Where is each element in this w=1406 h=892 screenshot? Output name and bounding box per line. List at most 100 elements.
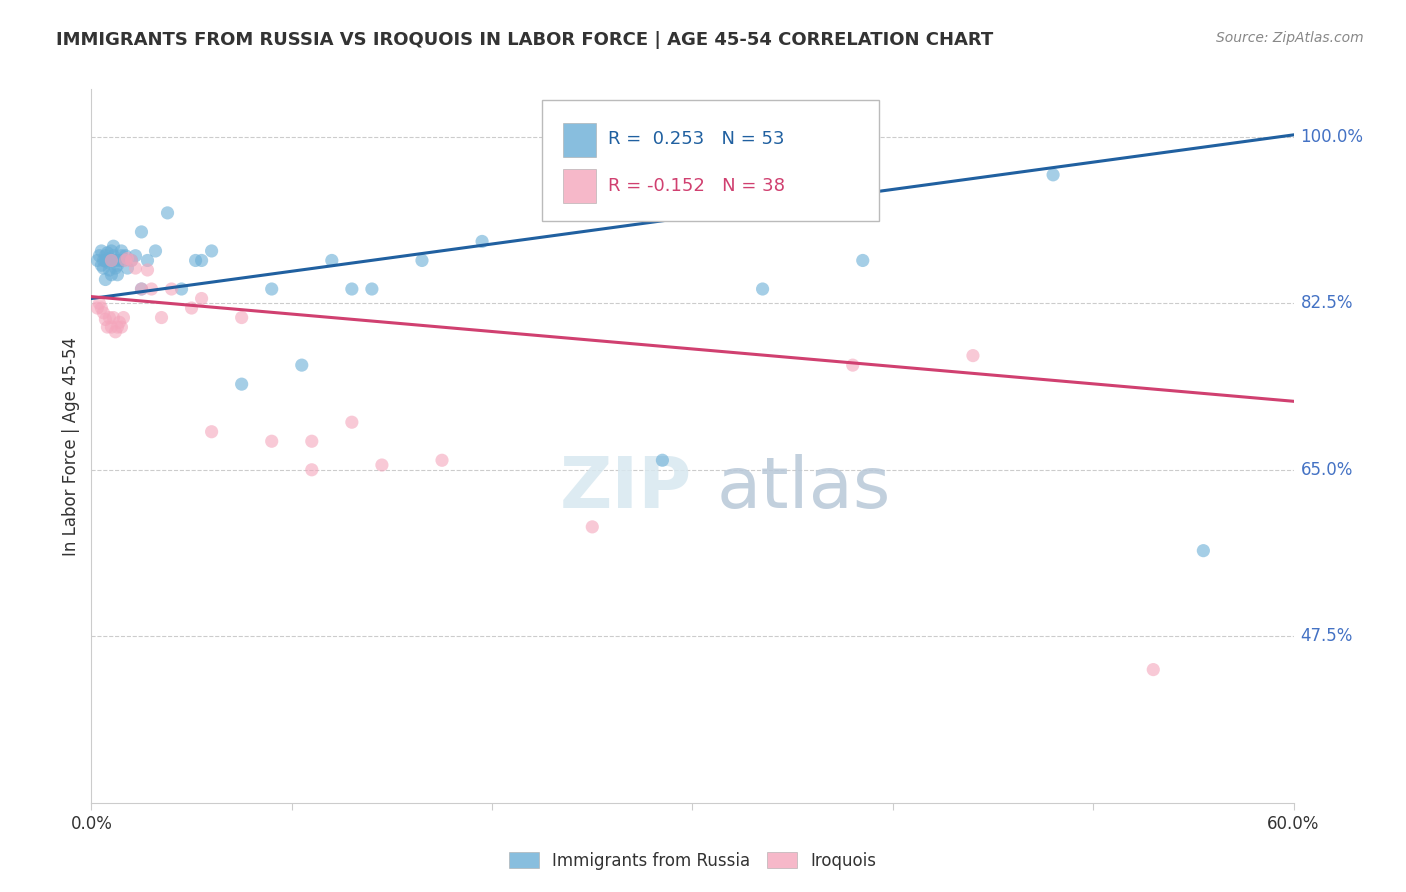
Text: IMMIGRANTS FROM RUSSIA VS IROQUOIS IN LABOR FORCE | AGE 45-54 CORRELATION CHART: IMMIGRANTS FROM RUSSIA VS IROQUOIS IN LA… bbox=[56, 31, 994, 49]
Point bbox=[121, 253, 143, 268]
Point bbox=[86, 253, 108, 268]
Point bbox=[93, 306, 115, 320]
Point bbox=[180, 301, 202, 315]
Text: R = -0.152   N = 38: R = -0.152 N = 38 bbox=[609, 178, 786, 195]
Point bbox=[136, 253, 159, 268]
Point bbox=[321, 253, 343, 268]
Point bbox=[841, 129, 863, 144]
Text: atlas: atlas bbox=[717, 454, 891, 524]
Point bbox=[100, 320, 122, 334]
Point bbox=[112, 253, 135, 268]
Point bbox=[117, 261, 139, 276]
Point bbox=[93, 261, 115, 276]
Point bbox=[103, 239, 125, 253]
Point bbox=[751, 282, 773, 296]
Point bbox=[107, 320, 129, 334]
Point bbox=[170, 282, 193, 296]
Point bbox=[962, 349, 984, 363]
Point bbox=[110, 244, 132, 258]
Point bbox=[301, 463, 323, 477]
Point bbox=[94, 272, 117, 286]
Point bbox=[98, 310, 121, 325]
Text: 100.0%: 100.0% bbox=[1301, 128, 1364, 145]
Point bbox=[291, 358, 314, 372]
Point bbox=[156, 206, 179, 220]
Point bbox=[96, 255, 118, 269]
Point bbox=[121, 253, 143, 268]
FancyBboxPatch shape bbox=[562, 123, 596, 157]
Text: 65.0%: 65.0% bbox=[1301, 461, 1353, 479]
Point bbox=[104, 261, 127, 276]
Point bbox=[841, 358, 863, 372]
Point bbox=[114, 253, 136, 268]
Point bbox=[1042, 168, 1064, 182]
Point bbox=[108, 315, 131, 329]
Point bbox=[150, 310, 173, 325]
Point bbox=[131, 282, 153, 296]
Point bbox=[260, 282, 283, 296]
Point bbox=[340, 282, 363, 296]
Point bbox=[124, 249, 146, 263]
Y-axis label: In Labor Force | Age 45-54: In Labor Force | Age 45-54 bbox=[62, 336, 80, 556]
Point bbox=[124, 261, 146, 276]
Point bbox=[100, 244, 122, 258]
Point bbox=[86, 301, 108, 315]
Point bbox=[190, 292, 212, 306]
Point bbox=[90, 301, 112, 315]
Point bbox=[104, 325, 127, 339]
Text: R =  0.253   N = 53: R = 0.253 N = 53 bbox=[609, 130, 785, 148]
Legend: Immigrants from Russia, Iroquois: Immigrants from Russia, Iroquois bbox=[502, 846, 883, 877]
Point bbox=[136, 263, 159, 277]
Point bbox=[90, 258, 112, 272]
Point bbox=[201, 425, 224, 439]
Point bbox=[100, 268, 122, 282]
Point bbox=[100, 253, 122, 268]
Point bbox=[160, 282, 183, 296]
Point bbox=[184, 253, 207, 268]
Point bbox=[98, 263, 121, 277]
Point bbox=[301, 434, 323, 449]
Point bbox=[108, 253, 131, 268]
Point bbox=[201, 244, 224, 258]
Point bbox=[104, 253, 127, 268]
Point bbox=[360, 282, 382, 296]
Point bbox=[231, 310, 253, 325]
Point bbox=[1142, 663, 1164, 677]
Point bbox=[90, 244, 112, 258]
Point bbox=[96, 320, 118, 334]
Point bbox=[340, 415, 363, 429]
Point bbox=[89, 296, 111, 310]
Text: 47.5%: 47.5% bbox=[1301, 627, 1353, 645]
Point bbox=[117, 252, 139, 266]
Point bbox=[852, 253, 875, 268]
Point bbox=[231, 377, 253, 392]
Point bbox=[96, 245, 118, 260]
Point bbox=[94, 253, 117, 268]
Point bbox=[103, 310, 125, 325]
Point bbox=[89, 249, 111, 263]
Point bbox=[94, 249, 117, 263]
Point bbox=[141, 282, 163, 296]
Point bbox=[93, 253, 115, 268]
Point bbox=[371, 458, 394, 472]
Point bbox=[430, 453, 453, 467]
Point bbox=[131, 282, 153, 296]
FancyBboxPatch shape bbox=[562, 169, 596, 203]
Point bbox=[1192, 543, 1215, 558]
Point bbox=[98, 252, 121, 266]
FancyBboxPatch shape bbox=[543, 100, 879, 221]
Point bbox=[112, 310, 135, 325]
Point bbox=[100, 253, 122, 268]
Point bbox=[114, 249, 136, 263]
Point bbox=[107, 258, 129, 272]
Point bbox=[107, 268, 129, 282]
Point bbox=[581, 520, 603, 534]
Point bbox=[190, 253, 212, 268]
Point bbox=[260, 434, 283, 449]
Point bbox=[471, 235, 494, 249]
Point bbox=[110, 249, 132, 263]
Text: 82.5%: 82.5% bbox=[1301, 294, 1353, 312]
Text: ZIP: ZIP bbox=[560, 454, 692, 524]
Point bbox=[94, 312, 117, 326]
Point bbox=[110, 320, 132, 334]
